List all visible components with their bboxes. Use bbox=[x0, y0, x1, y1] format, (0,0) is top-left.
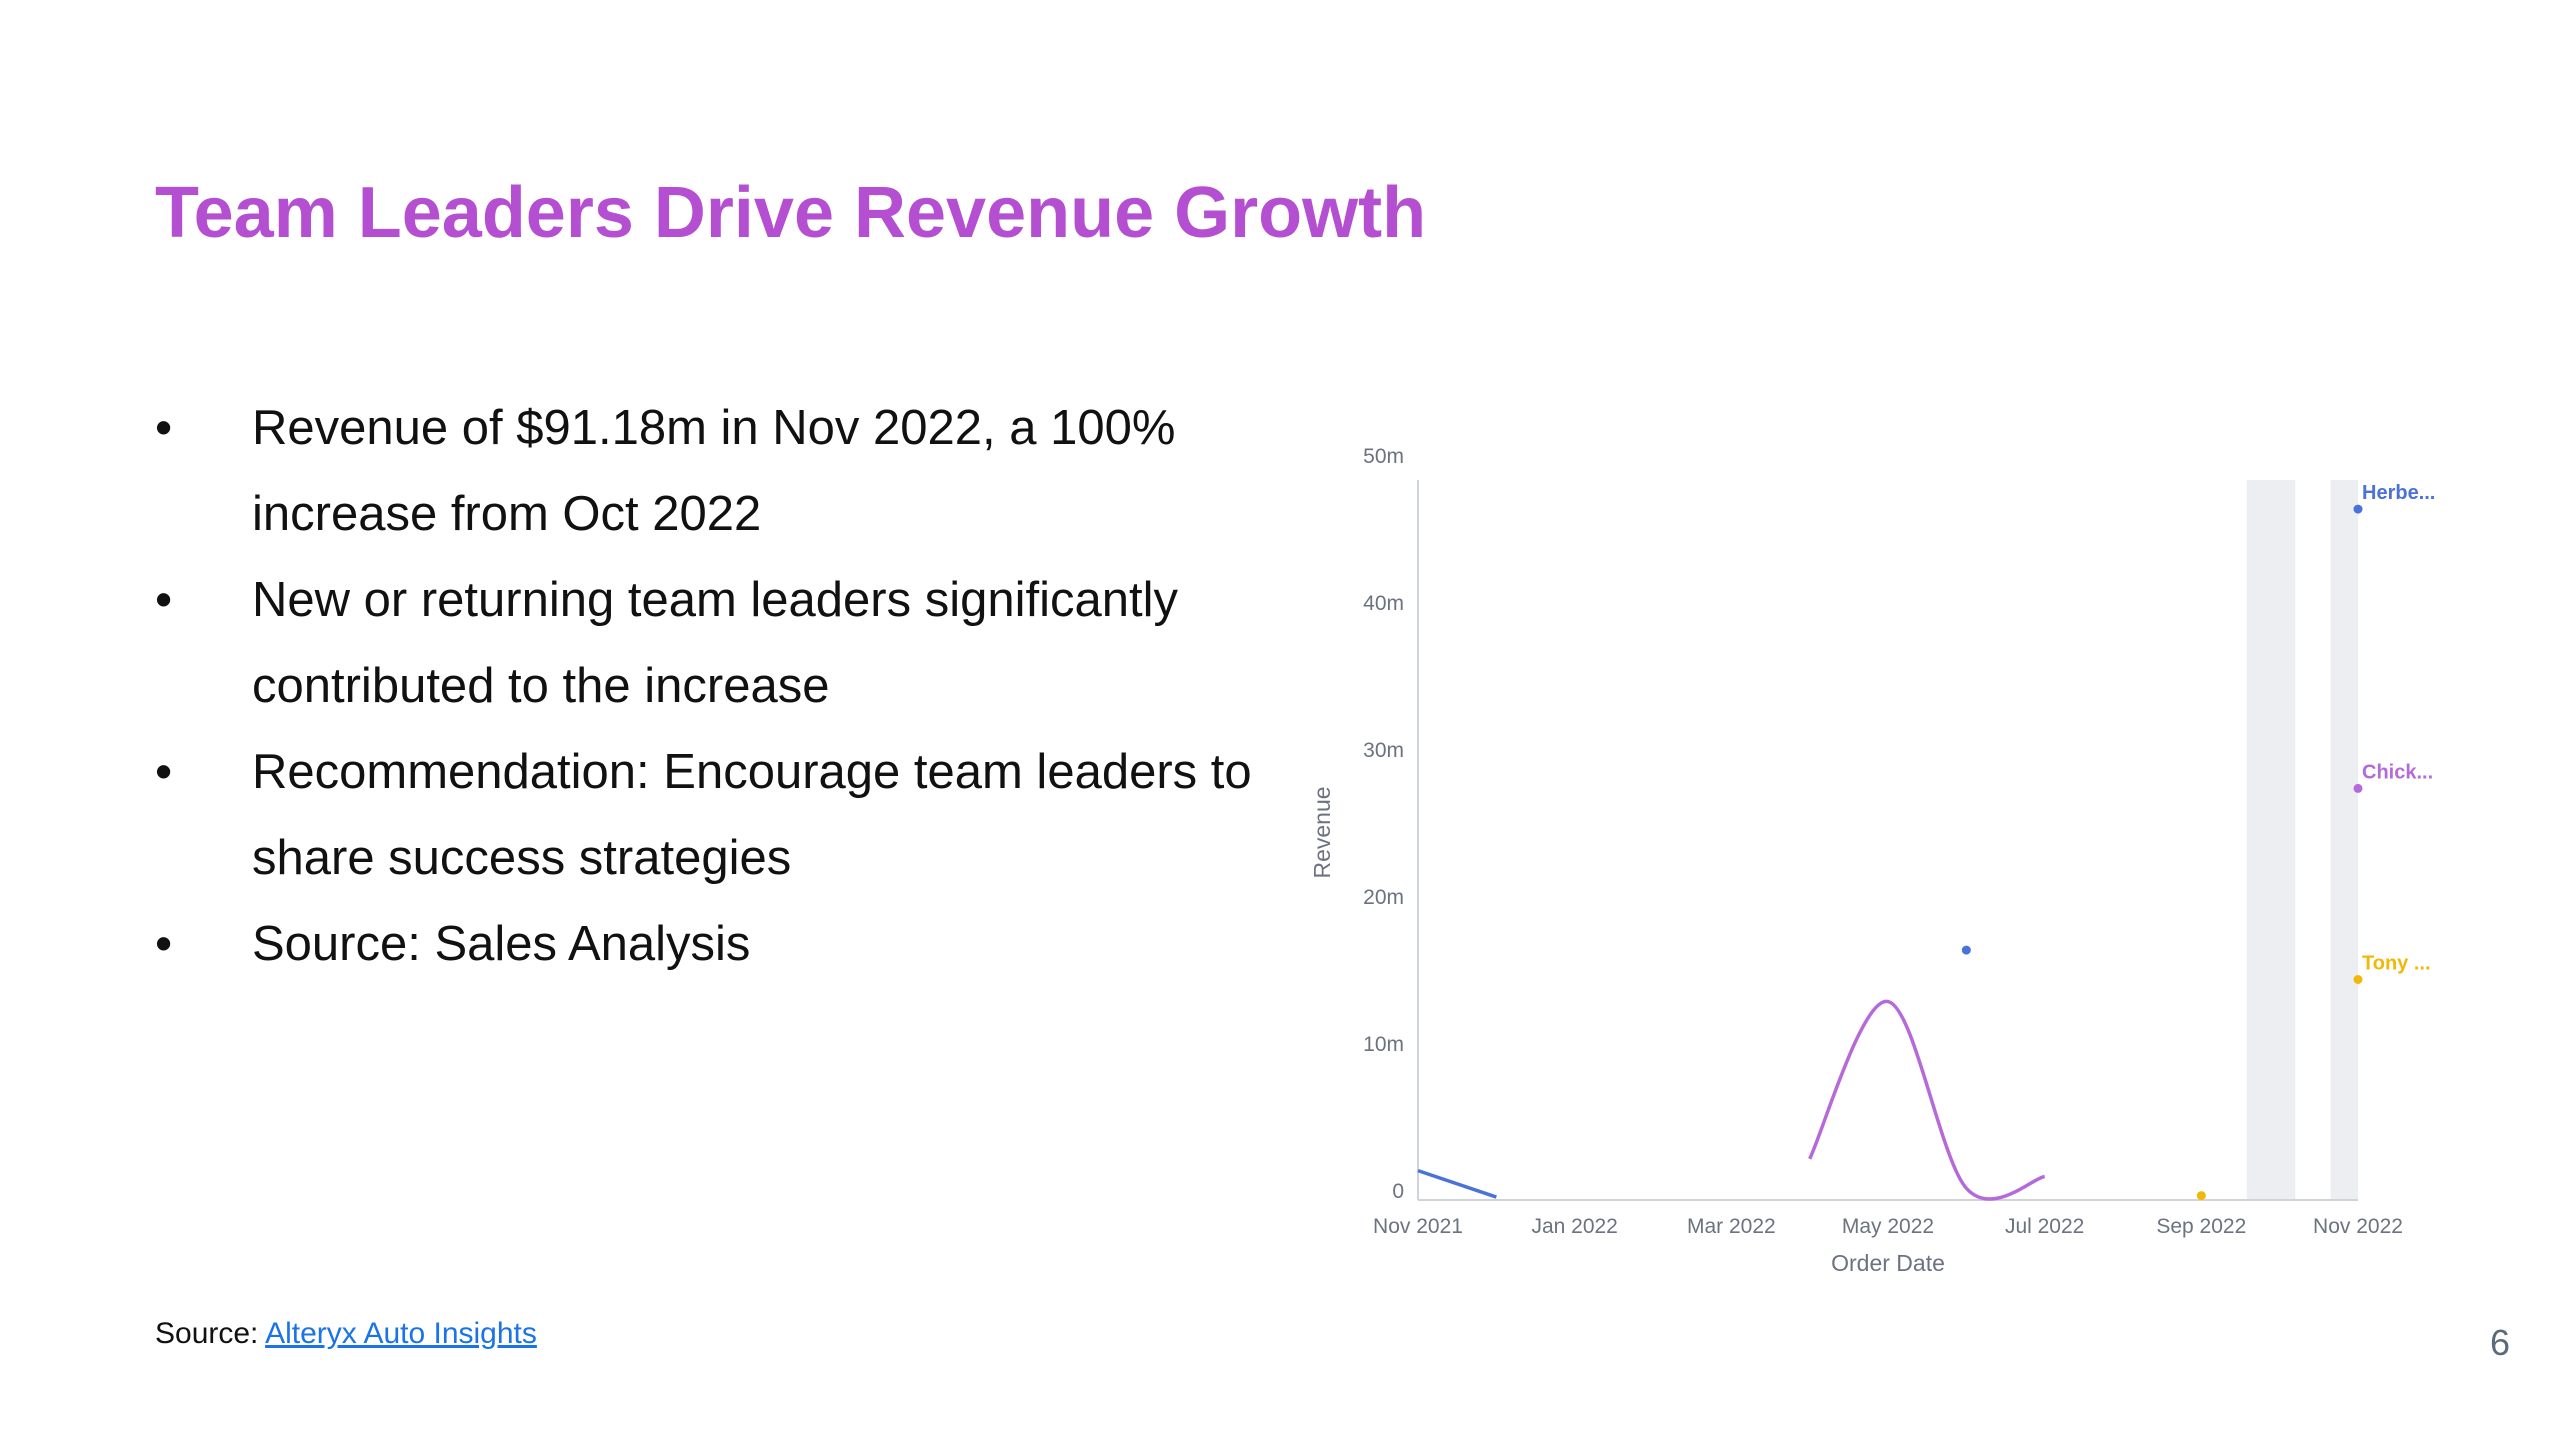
bullet-marker: • bbox=[155, 917, 173, 971]
data-point-herbe bbox=[1961, 945, 1971, 955]
data-point-tony bbox=[2353, 975, 2363, 984]
source-label: Source: bbox=[155, 1317, 259, 1350]
bullet-item: • Recommendation: Encourage team leaders… bbox=[155, 729, 1275, 901]
footer-source: Source: Alteryx Auto Insights bbox=[155, 1317, 537, 1351]
y-tick-label: 50m bbox=[1363, 445, 1404, 468]
bullet-item: • Source: Sales Analysis bbox=[155, 901, 1275, 987]
bullet-marker: • bbox=[155, 573, 173, 627]
bullet-marker: • bbox=[155, 745, 173, 799]
x-tick-label: Mar 2022 bbox=[1687, 1215, 1776, 1238]
shaded-band bbox=[2330, 480, 2358, 1200]
revenue-chart-svg: 0 10m 20m 30m 40m 50m Nov 2021 Jan 2022 Mar 2022… bbox=[1309, 445, 2435, 1276]
x-tick-label: Jan 2022 bbox=[1531, 1215, 1617, 1238]
bullet-item: • Revenue of $91.18m in Nov 2022, a 100%… bbox=[155, 385, 1275, 557]
y-tick-label: 10m bbox=[1363, 1033, 1404, 1056]
x-axis-title: Order Date bbox=[1831, 1250, 1945, 1276]
x-tick-label: Nov 2021 bbox=[1373, 1215, 1463, 1238]
page-number: 6 bbox=[2490, 1322, 2511, 1363]
data-point-chick bbox=[2353, 783, 2363, 793]
series-label-herbe: Herbe... bbox=[2362, 482, 2435, 504]
bullet-item: • New or returning team leaders signific… bbox=[155, 557, 1275, 729]
bullet-text: Source: Sales Analysis bbox=[252, 917, 751, 971]
y-axis-title: Revenue bbox=[1309, 786, 1335, 878]
slide-title: Team Leaders Drive Revenue Growth bbox=[155, 173, 1427, 253]
series-label-tony: Tony ... bbox=[2362, 953, 2431, 975]
x-tick-label: May 2022 bbox=[1842, 1215, 1934, 1238]
data-point-herbe bbox=[2353, 504, 2363, 514]
y-tick-label: 40m bbox=[1363, 592, 1404, 615]
series-line-chick bbox=[1808, 999, 2046, 1201]
x-tick-label: Nov 2022 bbox=[2313, 1215, 2403, 1238]
series-label-chick: Chick... bbox=[2362, 761, 2433, 783]
y-tick-label: 20m bbox=[1363, 886, 1404, 909]
source-link[interactable]: Alteryx Auto Insights bbox=[265, 1317, 537, 1350]
bullet-marker: • bbox=[155, 401, 173, 455]
bullet-text: Recommendation: Encourage team leaders t… bbox=[252, 745, 1252, 885]
revenue-chart: 0 10m 20m 30m 40m 50m Nov 2021 Jan 2022 Mar 2022… bbox=[1300, 420, 2480, 1300]
bullet-list: • Revenue of $91.18m in Nov 2022, a 100%… bbox=[155, 385, 1275, 987]
y-tick-label: 0 bbox=[1392, 1180, 1404, 1203]
series-line-herbe bbox=[1417, 1168, 1497, 1199]
x-tick-label: Jul 2022 bbox=[2005, 1215, 2084, 1238]
shaded-band bbox=[2246, 480, 2296, 1200]
x-tick-label: Sep 2022 bbox=[2156, 1215, 2246, 1238]
bullet-text: New or returning team leaders significan… bbox=[252, 573, 1178, 713]
y-tick-label: 30m bbox=[1363, 739, 1404, 762]
data-point-tony bbox=[2196, 1191, 2206, 1201]
bullet-text: Revenue of $91.18m in Nov 2022, a 100% i… bbox=[252, 401, 1176, 541]
